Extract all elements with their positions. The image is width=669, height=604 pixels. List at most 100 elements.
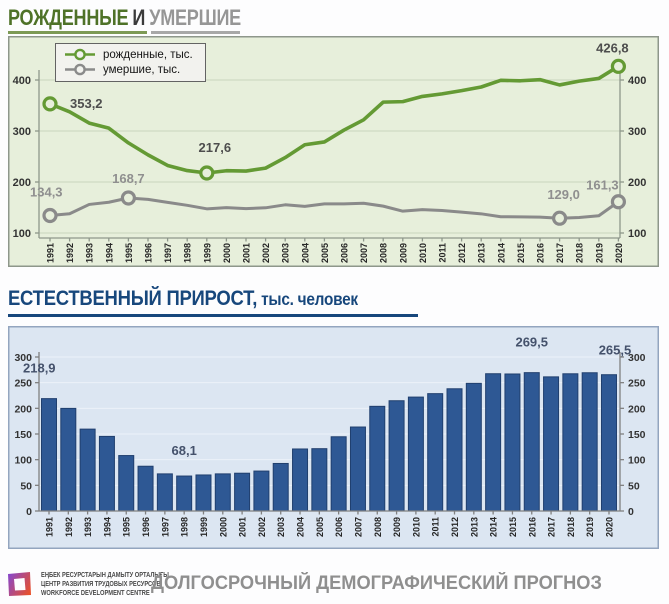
svg-text:2013: 2013 xyxy=(469,517,479,537)
svg-text:2015: 2015 xyxy=(516,243,526,263)
svg-text:161,3: 161,3 xyxy=(586,178,619,193)
bar-2018 xyxy=(562,373,579,512)
bar-1995 xyxy=(118,455,135,512)
svg-text:1997: 1997 xyxy=(160,517,170,537)
org-name-russian: ЦЕНТР РАЗВИТИЯ ТРУДОВЫХ РЕСУРСОВ xyxy=(41,580,161,588)
svg-text:2009: 2009 xyxy=(392,517,402,537)
data-callouts: 353,2 134,3 168,7 217,6 129,0 426,8 161,3 xyxy=(30,40,629,202)
svg-text:265,5: 265,5 xyxy=(599,343,632,358)
title2-main: ЕСТЕСТВЕННЫЙ ПРИРОСТ, xyxy=(8,287,258,310)
svg-text:2012: 2012 xyxy=(457,243,467,263)
bar-2010 xyxy=(407,396,424,512)
svg-text:2004: 2004 xyxy=(296,517,306,537)
legend: рожденные, тыс. умершие, тыс. xyxy=(55,43,206,82)
bar-2019 xyxy=(581,372,598,512)
title1-and: И xyxy=(132,5,146,30)
bar-1998 xyxy=(176,475,193,512)
org-name-block: ЕҢБЕК РЕСУРСТАРЫН ДАМЫТУ ОРТАЛЫҒЫ ЦЕНТР … xyxy=(41,571,169,598)
chart1-title: РОЖДЕННЫЕ И УМЕРШИЕ xyxy=(8,5,241,31)
bar-1994 xyxy=(98,435,115,512)
svg-text:134,3: 134,3 xyxy=(30,185,63,200)
svg-text:2017: 2017 xyxy=(547,517,557,537)
bar-2003 xyxy=(272,462,289,512)
svg-text:2019: 2019 xyxy=(594,243,604,263)
svg-text:2003: 2003 xyxy=(276,517,286,537)
svg-text:1993: 1993 xyxy=(85,243,95,263)
bar-1993 xyxy=(79,428,96,512)
svg-text:150: 150 xyxy=(628,429,646,441)
svg-text:1999: 1999 xyxy=(199,517,209,537)
svg-text:426,8: 426,8 xyxy=(596,40,629,55)
svg-text:200: 200 xyxy=(628,403,646,415)
bar-2009 xyxy=(388,400,405,512)
bars xyxy=(41,372,617,512)
svg-text:1992: 1992 xyxy=(65,243,75,263)
year-labels: 1991 1992 1993 1994 1995 1996 1997 1998 1999 2000… xyxy=(45,517,615,537)
svg-text:400: 400 xyxy=(13,75,31,87)
svg-text:2006: 2006 xyxy=(340,243,350,263)
svg-text:168,7: 168,7 xyxy=(112,171,145,186)
svg-text:2007: 2007 xyxy=(353,517,363,537)
bar-2012 xyxy=(446,388,463,512)
title1-died: УМЕРШИЕ xyxy=(149,5,241,30)
bar-2002 xyxy=(253,470,270,512)
svg-text:217,6: 217,6 xyxy=(199,140,232,155)
svg-text:2010: 2010 xyxy=(418,243,428,263)
bar-2000 xyxy=(214,473,231,512)
svg-text:1994: 1994 xyxy=(102,517,112,537)
svg-text:1991: 1991 xyxy=(46,243,56,263)
svg-text:2014: 2014 xyxy=(496,243,506,263)
svg-text:2018: 2018 xyxy=(575,243,585,263)
svg-text:2011: 2011 xyxy=(438,243,448,263)
svg-text:2010: 2010 xyxy=(411,517,421,537)
y-axis-labels: 100 100 200 200 300 300 400 400 xyxy=(13,75,647,240)
svg-text:2008: 2008 xyxy=(373,517,383,537)
svg-text:129,0: 129,0 xyxy=(547,187,580,202)
legend-item-born: рожденные, тыс. xyxy=(64,47,193,62)
bar-1999 xyxy=(195,474,212,512)
series-died-line xyxy=(48,196,620,220)
svg-text:2002: 2002 xyxy=(261,243,271,263)
svg-text:1994: 1994 xyxy=(104,243,114,263)
title1-born: РОЖДЕННЫЕ xyxy=(8,5,129,30)
svg-text:200: 200 xyxy=(13,177,31,189)
svg-text:2000: 2000 xyxy=(218,517,228,537)
bar-2001 xyxy=(234,472,251,512)
bar-2017 xyxy=(543,376,560,512)
title1-underline xyxy=(8,31,240,34)
svg-text:2007: 2007 xyxy=(359,243,369,263)
svg-text:200: 200 xyxy=(628,177,646,189)
svg-text:1991: 1991 xyxy=(45,517,55,537)
svg-text:50: 50 xyxy=(628,480,640,492)
svg-text:2013: 2013 xyxy=(477,243,487,263)
svg-text:2015: 2015 xyxy=(508,517,518,537)
svg-text:2014: 2014 xyxy=(489,517,499,537)
bar-2015 xyxy=(504,373,521,512)
svg-text:300: 300 xyxy=(628,126,646,138)
svg-text:2003: 2003 xyxy=(281,243,291,263)
series-born-line xyxy=(48,64,621,175)
svg-text:2001: 2001 xyxy=(242,243,252,263)
svg-text:400: 400 xyxy=(628,75,646,87)
svg-text:50: 50 xyxy=(20,480,32,492)
year-labels: 1991 1992 1993 1994 1995 1996 1997 1998 1999 2000… xyxy=(46,243,624,263)
svg-text:2011: 2011 xyxy=(431,517,441,537)
svg-text:150: 150 xyxy=(14,429,32,441)
svg-text:2020: 2020 xyxy=(614,243,624,263)
svg-text:353,2: 353,2 xyxy=(70,96,103,111)
svg-text:300: 300 xyxy=(13,126,31,138)
series-died-markers xyxy=(42,190,627,226)
svg-text:2009: 2009 xyxy=(398,243,408,263)
svg-text:1997: 1997 xyxy=(163,243,173,263)
axes xyxy=(35,352,624,515)
series-born-markers xyxy=(42,58,627,181)
bar-1997 xyxy=(156,473,173,512)
bar-2008 xyxy=(369,405,386,512)
svg-text:2012: 2012 xyxy=(450,517,460,537)
svg-text:1996: 1996 xyxy=(144,243,154,263)
svg-text:300: 300 xyxy=(14,352,32,364)
svg-text:2004: 2004 xyxy=(300,243,310,263)
svg-text:2008: 2008 xyxy=(379,243,389,263)
svg-text:250: 250 xyxy=(628,378,646,390)
